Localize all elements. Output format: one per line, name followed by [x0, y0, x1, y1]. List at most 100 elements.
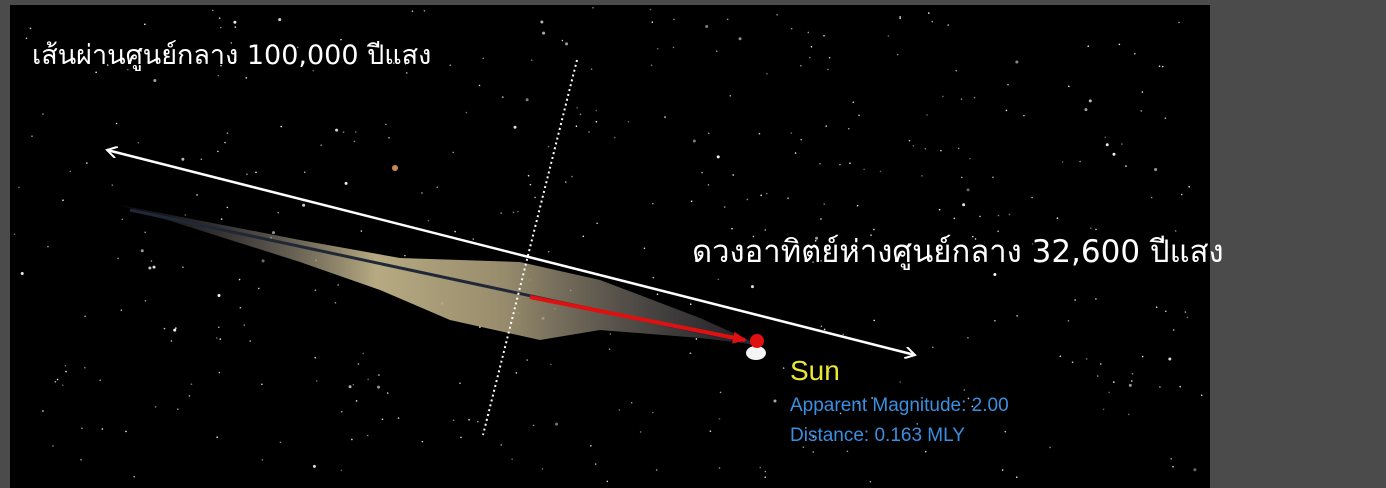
- star: [1141, 110, 1143, 112]
- star: [576, 107, 578, 109]
- star: [809, 57, 811, 59]
- star: [406, 72, 408, 74]
- star: [824, 329, 826, 331]
- star: [144, 232, 146, 234]
- star: [1119, 44, 1121, 46]
- star: [644, 248, 646, 250]
- star: [590, 445, 592, 447]
- star: [315, 289, 317, 291]
- slide: เส้นผ่านศูนย์กลาง 100,000 ปีแสง ดวงอาทิต…: [0, 0, 1386, 488]
- star: [1100, 363, 1102, 365]
- star: [928, 12, 930, 14]
- star: [345, 182, 348, 185]
- star: [80, 459, 82, 461]
- star: [653, 277, 655, 279]
- star: [591, 68, 593, 70]
- star: [354, 141, 356, 143]
- star: [191, 383, 193, 385]
- star: [925, 451, 927, 453]
- star: [337, 284, 339, 286]
- star: [719, 467, 721, 469]
- star: [316, 380, 318, 382]
- star: [1132, 373, 1134, 375]
- star: [759, 133, 761, 135]
- star: [651, 64, 653, 66]
- star: [255, 171, 257, 173]
- distance-label: ดวงอาทิตย์ห่างศูนย์กลาง 32,600 ปีแสง: [692, 234, 1224, 270]
- star: [341, 470, 343, 472]
- star: [511, 458, 513, 460]
- star: [530, 184, 532, 186]
- star: [708, 184, 710, 186]
- star: [212, 10, 214, 12]
- object-name: Sun: [790, 355, 840, 386]
- star: [466, 112, 468, 114]
- star: [1103, 408, 1105, 410]
- star: [588, 131, 590, 133]
- star: [227, 132, 229, 134]
- star: [701, 172, 703, 174]
- star: [766, 193, 768, 195]
- star: [1165, 117, 1167, 119]
- star: [716, 50, 718, 52]
- star: [897, 54, 899, 56]
- star: [245, 77, 247, 79]
- star: [1131, 380, 1133, 382]
- star: [164, 328, 166, 330]
- star: [1108, 392, 1110, 394]
- star: [1156, 306, 1158, 308]
- star: [1168, 357, 1171, 360]
- star: [116, 123, 118, 125]
- star: [177, 408, 179, 410]
- star: [526, 98, 529, 101]
- star: [217, 294, 220, 297]
- star: [1009, 214, 1011, 216]
- star: [921, 175, 923, 177]
- star: [258, 288, 260, 290]
- star: [70, 171, 72, 173]
- star: [993, 273, 996, 276]
- star: [596, 222, 598, 224]
- star: [18, 187, 20, 189]
- star: [1112, 153, 1115, 156]
- star: [1113, 381, 1115, 383]
- star: [693, 140, 696, 143]
- star: [1087, 45, 1089, 47]
- star: [1134, 53, 1136, 55]
- star: [926, 114, 928, 116]
- star: [717, 155, 720, 158]
- star: [1154, 168, 1157, 171]
- star: [942, 96, 944, 98]
- star: [870, 481, 872, 483]
- star: [424, 10, 426, 12]
- star: [517, 211, 519, 213]
- star: [939, 209, 941, 211]
- star: [657, 293, 659, 295]
- star: [857, 205, 859, 207]
- star: [477, 421, 479, 423]
- star: [449, 64, 451, 66]
- star: [55, 381, 57, 383]
- star: [182, 266, 184, 268]
- star: [953, 218, 955, 220]
- star: [452, 152, 454, 154]
- star: [803, 446, 805, 448]
- star: [141, 249, 144, 252]
- star: [196, 194, 198, 196]
- diameter-label: เส้นผ่านศูนย์กลาง 100,000 ปีแสง: [32, 39, 431, 71]
- star: [765, 471, 767, 473]
- star: [766, 73, 768, 75]
- star: [111, 184, 113, 186]
- star: [262, 459, 264, 461]
- star: [931, 21, 933, 23]
- star: [1165, 310, 1167, 312]
- star: [52, 445, 54, 447]
- star: [899, 17, 901, 19]
- star: [899, 16, 901, 18]
- star: [358, 363, 360, 365]
- star: [548, 251, 550, 253]
- star: [974, 97, 976, 99]
- star: [932, 346, 934, 348]
- star: [533, 425, 535, 427]
- star: [102, 428, 104, 430]
